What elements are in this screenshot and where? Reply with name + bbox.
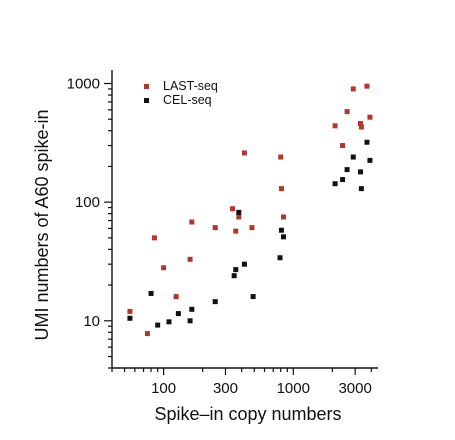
data-point-last-seq: [189, 219, 195, 225]
data-point-cel-seq: [236, 209, 242, 215]
data-point-last-seq: [233, 228, 239, 234]
data-point-last-seq: [280, 214, 286, 220]
y-tick-label: 100: [75, 194, 100, 211]
y-axis-title: UMI numbers of A60 spike-in: [32, 109, 52, 340]
data-point-last-seq: [358, 121, 364, 127]
data-point-last-seq: [127, 308, 133, 314]
data-point-cel-seq: [189, 306, 195, 312]
data-point-last-seq: [241, 150, 247, 156]
data-point-last-seq: [144, 331, 150, 337]
data-point-cel-seq: [175, 311, 181, 317]
data-point-cel-seq: [350, 154, 356, 160]
data-point-last-seq: [173, 294, 179, 300]
data-point-cel-seq: [344, 167, 350, 173]
y-tick-label: 1000: [67, 76, 100, 93]
data-point-cel-seq: [364, 139, 370, 145]
x-tick-label: 300: [213, 380, 238, 397]
data-point-last-seq: [212, 225, 218, 231]
data-point-last-seq: [151, 235, 157, 241]
data-point-last-seq: [161, 265, 167, 271]
data-point-cel-seq: [155, 322, 161, 328]
legend-marker-last-seq: [144, 84, 149, 89]
data-point-last-seq: [340, 143, 346, 149]
data-point-last-seq: [249, 225, 255, 231]
data-point-cel-seq: [367, 157, 373, 163]
data-point-cel-seq: [340, 177, 346, 183]
data-point-cel-seq: [332, 181, 338, 187]
data-point-cel-seq: [187, 318, 193, 324]
data-points: [127, 83, 373, 337]
x-tick-label: 100: [151, 380, 176, 397]
legend-marker-cel-seq: [144, 98, 149, 103]
axis-ticks: 10 100 1000 100 300 1000 3000: [67, 76, 372, 397]
data-point-cel-seq: [250, 294, 256, 300]
data-point-cel-seq: [241, 261, 247, 267]
data-point-cel-seq: [358, 186, 364, 192]
data-point-last-seq: [187, 256, 193, 262]
data-point-cel-seq: [231, 273, 237, 279]
data-point-cel-seq: [277, 255, 283, 261]
x-tick-label: 1000: [277, 380, 310, 397]
data-point-last-seq: [278, 186, 284, 192]
data-point-cel-seq: [148, 290, 154, 296]
data-point-cel-seq: [280, 234, 286, 240]
legend: LAST-seq CEL-seq: [144, 79, 218, 107]
data-point-cel-seq: [358, 169, 364, 175]
data-point-cel-seq: [233, 267, 239, 273]
data-point-last-seq: [278, 154, 284, 160]
legend-label-cel-seq: CEL-seq: [163, 93, 212, 107]
data-point-last-seq: [364, 83, 370, 89]
data-point-cel-seq: [278, 227, 284, 233]
data-point-last-seq: [350, 86, 356, 92]
data-point-last-seq: [332, 123, 338, 129]
data-point-cel-seq: [127, 315, 133, 321]
data-point-last-seq: [367, 114, 373, 120]
data-point-cel-seq: [166, 319, 172, 325]
data-point-last-seq: [236, 214, 242, 220]
legend-label-last-seq: LAST-seq: [163, 79, 218, 93]
x-axis-title: Spike–in copy numbers: [154, 404, 341, 424]
axes: [111, 70, 378, 369]
y-tick-label: 10: [83, 313, 100, 330]
x-tick-label: 3000: [338, 380, 371, 397]
data-point-last-seq: [230, 206, 236, 212]
data-point-cel-seq: [212, 299, 218, 305]
data-point-last-seq: [344, 109, 350, 115]
data-point-last-seq: [358, 124, 364, 130]
